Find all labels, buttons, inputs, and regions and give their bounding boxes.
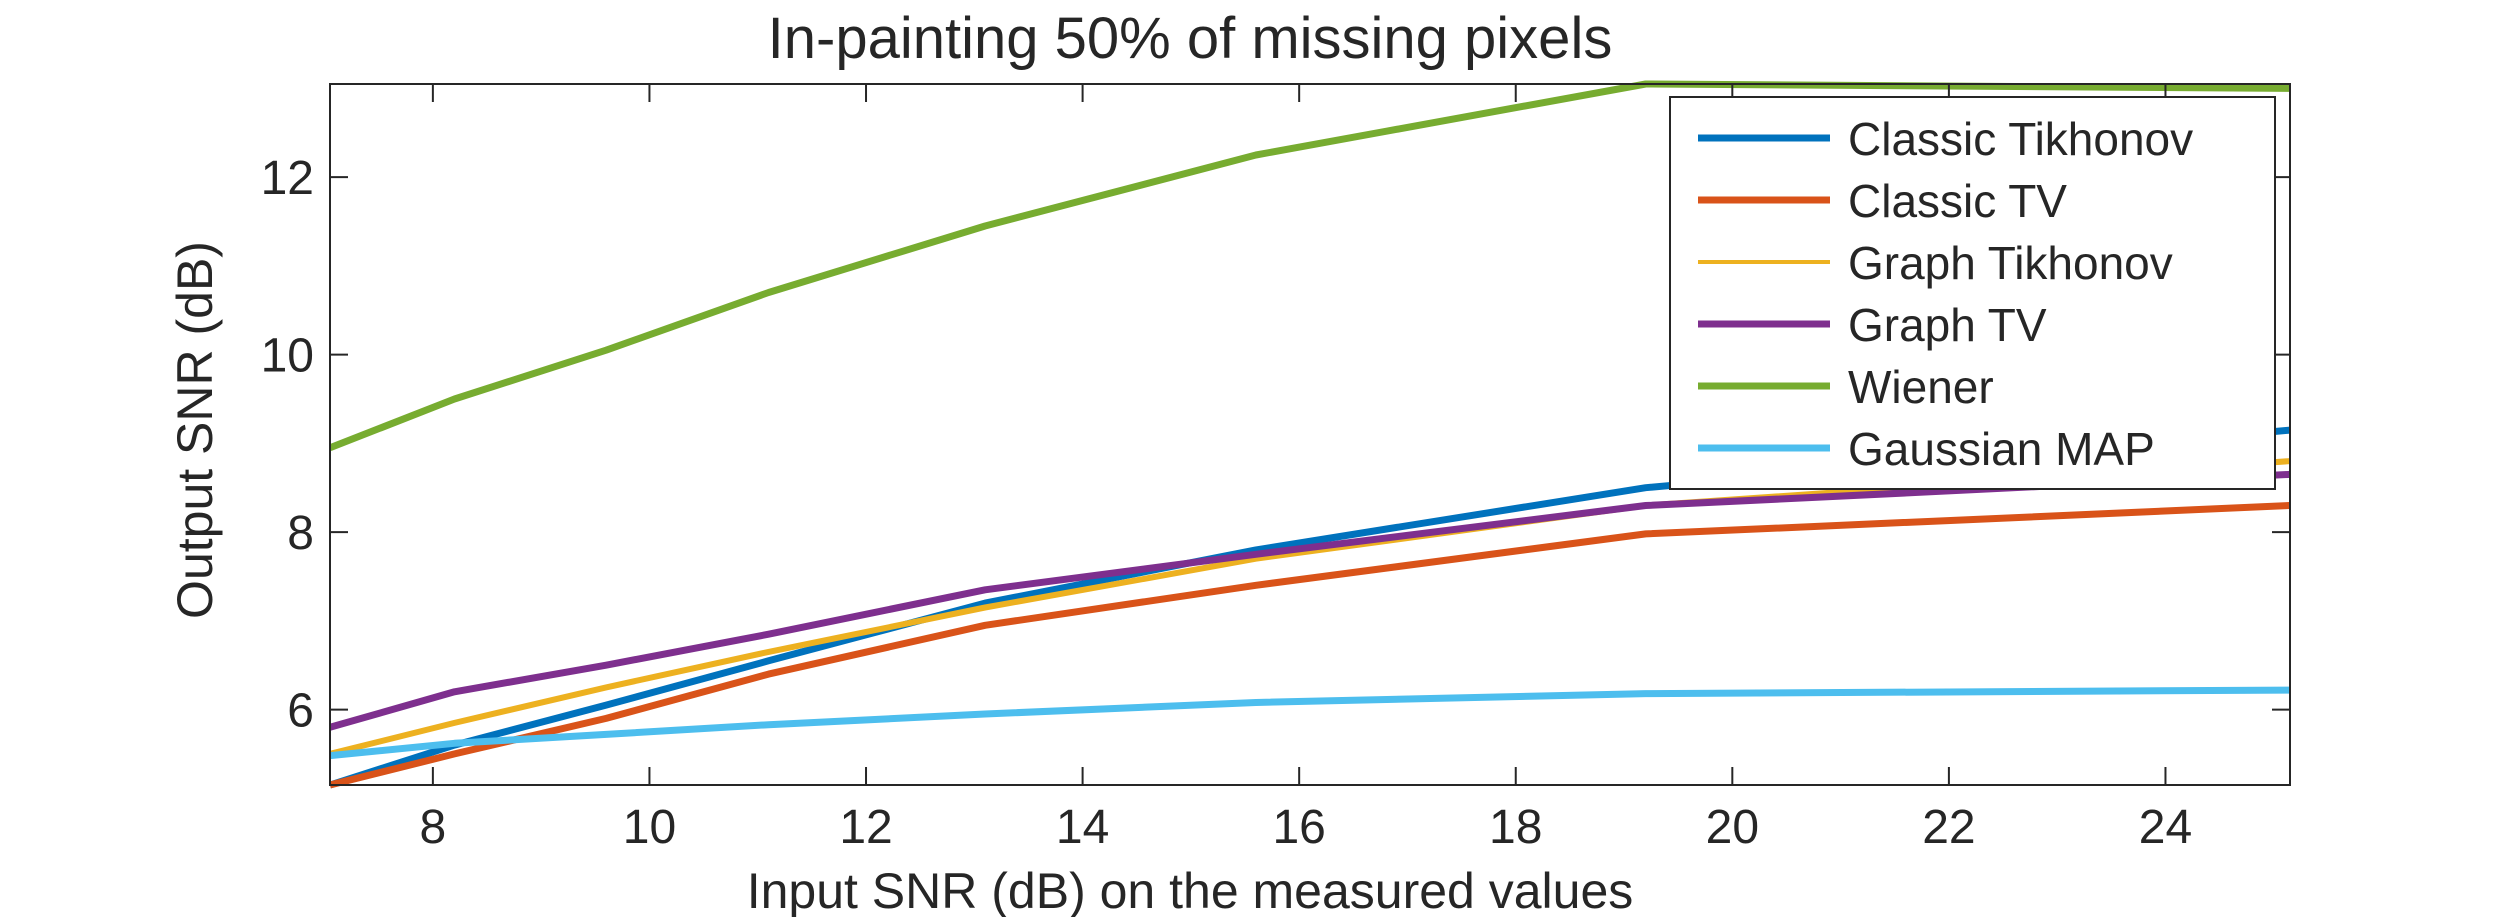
y-tick-label: 12 (261, 152, 314, 205)
axes: 8 10 12 14 16 18 20 22 24 6 8 10 12 (261, 83, 2291, 854)
plot-area (330, 80, 2290, 789)
x-tick-label: 24 (2139, 801, 2192, 854)
legend-label: Wiener (1848, 361, 1994, 413)
legend-box (1669, 96, 2276, 490)
axes-box (329, 83, 2291, 786)
legend-label: Classic Tikhonov (1848, 113, 2193, 165)
legend-label: Classic TV (1848, 175, 2067, 227)
x-tick-label: 10 (623, 801, 676, 854)
x-tick-label: 14 (1056, 801, 1109, 854)
x-tick-label: 16 (1272, 801, 1325, 854)
series-line-gaussian-map (330, 686, 2290, 760)
legend: Classic Tikhonov Classic TV Graph Tikhonov… (1669, 96, 2276, 490)
chart-title: In-painting 50% of missing pixels (768, 6, 1613, 71)
x-tick-label: 8 (420, 801, 447, 854)
series-line-wiener (330, 80, 2290, 452)
y-tick-label: 6 (287, 685, 314, 738)
legend-label: Gaussian MAP (1848, 423, 2155, 475)
y-tick-label: 10 (261, 330, 314, 383)
legend-label: Graph Tikhonov (1848, 237, 2173, 289)
x-axis-label: Input SNR (dB) on the measured values (747, 863, 1634, 917)
series-line-graph-tv (330, 470, 2290, 731)
y-tick-label: 8 (287, 507, 314, 560)
y-axis-label: Output SNR (dB) (167, 241, 223, 619)
legend-label: Graph TV (1848, 299, 2047, 351)
x-tick-label: 22 (1922, 801, 1975, 854)
series-line-classic-tv (330, 502, 2290, 789)
x-tick-label: 18 (1489, 801, 1542, 854)
x-tick-label: 20 (1706, 801, 1759, 854)
x-tick-label: 12 (839, 801, 892, 854)
